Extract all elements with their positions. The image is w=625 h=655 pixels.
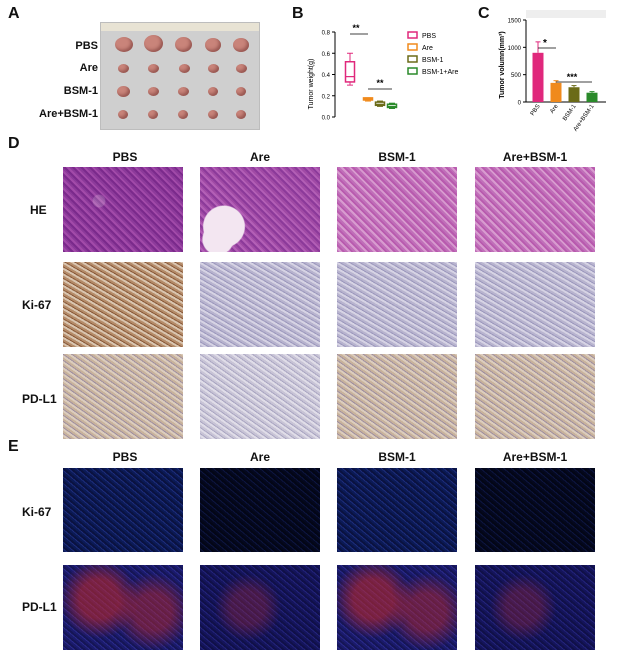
y-axis-label: Tumor weight(g) <box>308 59 315 110</box>
bar <box>568 87 580 102</box>
col-header-are: Are <box>249 150 270 164</box>
y-tick-label: 0.0 <box>322 116 331 122</box>
col-header-bsm1: BSM-1 <box>378 450 416 464</box>
y-tick-label: 1000 <box>508 46 522 52</box>
he-are-bsm1-image <box>475 167 595 252</box>
y-tick-label: 0.8 <box>322 31 331 37</box>
row-label-ki67: Ki-67 <box>22 298 52 312</box>
he-bsm1-image <box>337 167 457 252</box>
y-axis-label: Tumor volumn(mm³) <box>499 31 506 99</box>
legend-swatch <box>407 31 418 39</box>
ki67-are-image <box>200 262 320 347</box>
panel-label-a: A <box>8 5 20 22</box>
row-label-pdl1: PD-L1 <box>22 392 57 406</box>
row-label-bsm1: BSM-1 <box>63 85 98 97</box>
if-ki67-are-bsm1-image <box>475 468 595 552</box>
ki67-bsm1-image <box>337 262 457 347</box>
x-tick-label: Are <box>549 103 560 115</box>
sig-label-2: ** <box>376 78 384 88</box>
chart-header-band <box>526 10 606 18</box>
pdl1-are-image <box>200 354 320 439</box>
col-header-are-bsm1: Are+BSM-1 <box>502 150 568 164</box>
panel-label-b: B <box>292 5 304 22</box>
legend-swatch <box>407 55 418 63</box>
col-header-pbs: PBS <box>112 450 138 464</box>
legend-entry: Are <box>422 45 433 52</box>
panel-label-e: E <box>8 438 19 455</box>
legend-swatch <box>407 43 418 51</box>
panel-a: PBS Are BSM-1 Are+BSM-1 <box>8 22 278 132</box>
box-series <box>344 33 398 109</box>
col-header-are: Are <box>249 450 270 464</box>
row-label-he: HE <box>30 203 47 217</box>
bar <box>532 52 544 102</box>
row-label-are-bsm1: Are+BSM-1 <box>39 108 98 120</box>
y-tick-label: 0.2 <box>322 94 331 100</box>
ki67-pbs-image <box>63 262 183 347</box>
bar <box>550 82 562 102</box>
sig-label-2: *** <box>567 72 578 82</box>
bar <box>586 92 598 102</box>
row-label-are: Are <box>79 62 98 74</box>
box <box>344 61 356 83</box>
if-ki67-pbs-image <box>63 468 183 552</box>
col-header-bsm1: BSM-1 <box>378 150 416 164</box>
legend-entry: PBS <box>422 33 436 40</box>
he-pbs-image <box>63 167 183 252</box>
if-pdl1-are-image <box>200 565 320 650</box>
y-tick-label: 0 <box>518 101 522 107</box>
y-tick-label: 0.6 <box>322 52 331 58</box>
x-tick-label: PBS <box>530 104 542 117</box>
row-label-pdl1: PD-L1 <box>22 600 57 614</box>
y-tick-label: 1500 <box>508 19 522 25</box>
pdl1-are-bsm1-image <box>475 354 595 439</box>
panel-label-c: C <box>478 5 490 22</box>
row-label-pbs: PBS <box>75 40 98 52</box>
row-label-ki67: Ki-67 <box>22 505 52 519</box>
legend-entry: BSM-1 <box>422 57 444 64</box>
legend-entry: BSM-1+Are <box>422 69 458 76</box>
if-pdl1-pbs-image <box>63 565 183 650</box>
y-axis: 0.0 0.2 0.4 0.6 0.8 <box>322 31 336 122</box>
panel-label-d: D <box>8 135 20 152</box>
sig-label-1: ** <box>352 23 360 33</box>
sig-label-1: * <box>543 38 547 49</box>
x-tick-label: BSM-1 <box>562 103 578 122</box>
he-are-image <box>200 167 320 252</box>
tumor-photo <box>100 22 260 130</box>
legend-swatch <box>407 67 418 75</box>
y-tick-label: 500 <box>511 73 522 79</box>
if-ki67-bsm1-image <box>337 468 457 552</box>
col-header-pbs: PBS <box>112 150 138 164</box>
if-pdl1-are-bsm1-image <box>475 565 595 650</box>
col-header-are-bsm1: Are+BSM-1 <box>502 450 568 464</box>
ruler <box>101 23 259 31</box>
tumor-weight-chart: 0.0 0.2 0.4 0.6 0.8 PBS Are BSM-1 BSM-1+Are Tum… <box>308 23 458 122</box>
pdl1-bsm1-image <box>337 354 457 439</box>
y-tick-label: 0.4 <box>322 73 331 79</box>
ki67-are-bsm1-image <box>475 262 595 347</box>
if-pdl1-bsm1-image <box>337 565 457 650</box>
pdl1-pbs-image <box>63 354 183 439</box>
legend: PBS Are BSM-1 BSM-1+Are <box>407 31 458 76</box>
if-ki67-are-image <box>200 468 320 552</box>
